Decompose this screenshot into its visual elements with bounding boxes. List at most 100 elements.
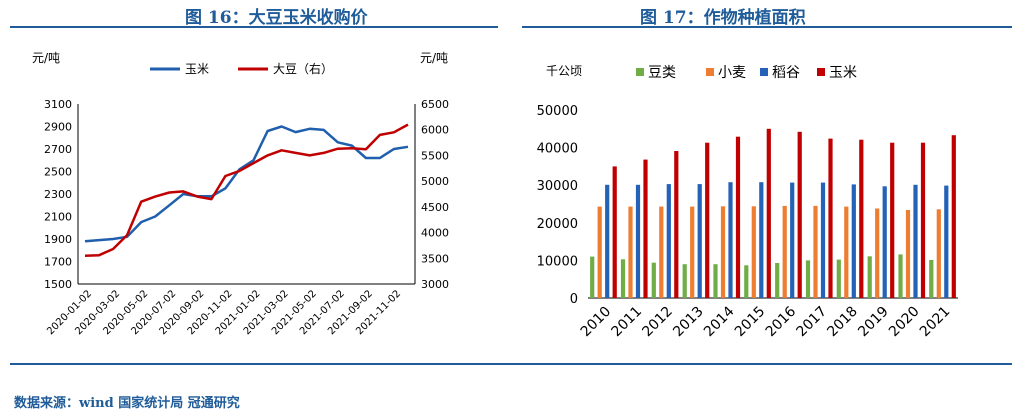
y-tick-label: 30000: [537, 179, 578, 194]
right-y-tick-label: 4500: [421, 201, 449, 214]
area-bar-chart: 千公顷 豆类 小麦 稻谷 玉米 500004000030000200001000002…: [537, 64, 958, 341]
bar-稻谷-2015: [759, 182, 764, 298]
bar-豆类-2011: [620, 259, 626, 298]
y-tick-label: 50000: [537, 104, 578, 119]
right-y-tick-label: 5500: [421, 149, 449, 162]
bar-稻谷-2011: [635, 184, 641, 298]
series-line-corn: [84, 125, 409, 243]
x-tick-label: 2012: [639, 304, 676, 341]
legend-label: 稻谷: [772, 65, 800, 81]
left-chart-title: 图 16：大豆玉米收购价: [185, 8, 368, 28]
bar-玉米-2013: [705, 142, 710, 298]
right-chart-title: 图 17：作物种植面积: [640, 8, 806, 28]
bar-小麦-2016: [782, 205, 787, 298]
left-y-tick-label: 2300: [44, 188, 72, 201]
legend-label: 玉米: [185, 62, 209, 76]
legend-label: 大豆（右）: [273, 61, 333, 76]
bar-小麦-2017: [813, 205, 818, 298]
x-tick-label: 2014: [701, 303, 738, 340]
bar-豆类-2010: [590, 256, 595, 298]
right-y-tick-label: 4000: [421, 227, 449, 240]
bar-小麦-2014: [720, 206, 726, 298]
bar-小麦-2015: [751, 206, 756, 298]
bottom-rule: [10, 363, 1012, 365]
x-tick-label: 2018: [824, 304, 861, 341]
left-y-tick-label: 1900: [44, 233, 72, 246]
bar-玉米-2012: [674, 151, 679, 298]
bar-小麦-2020: [905, 210, 911, 298]
y-tick-label: 20000: [537, 217, 578, 232]
left-y-tick-label: 2900: [44, 121, 72, 134]
bar-豆类-2015: [744, 265, 749, 298]
bar-玉米-2010: [612, 166, 617, 298]
bar-稻谷-2017: [820, 182, 826, 298]
right-y-unit: 元/吨: [420, 51, 448, 65]
line-chart-axes: [77, 104, 416, 285]
bar-豆类-2013: [682, 264, 687, 298]
x-tick-label: 2013: [670, 304, 707, 341]
bar-豆类-2012: [651, 262, 656, 298]
left-y-tick-label: 2700: [44, 143, 72, 156]
bar-玉米-2019: [890, 142, 895, 298]
bar-小麦-2013: [690, 206, 695, 298]
bar-玉米-2018: [859, 139, 864, 298]
left-y-unit: 元/吨: [32, 51, 60, 65]
bar-稻谷-2013: [697, 184, 702, 298]
x-tick-label: 2020: [886, 304, 923, 341]
x-tick-label: 2011: [609, 304, 646, 341]
source-note: 数据来源：wind 国家统计局 冠通研究: [14, 396, 240, 411]
bar-小麦-2010: [597, 206, 602, 298]
x-tick-label: 2015: [732, 304, 769, 341]
top-rule-right: [522, 26, 1012, 28]
bar-稻谷-2010: [605, 184, 610, 298]
bar-y-unit: 千公顷: [546, 64, 582, 78]
line-chart-series: [84, 123, 409, 257]
bar-豆类-2018: [836, 259, 841, 298]
y-tick-label: 40000: [537, 142, 578, 157]
top-rule-left: [10, 26, 498, 28]
bar-玉米-2016: [797, 131, 802, 298]
bar-小麦-2011: [628, 206, 633, 298]
legend-label: 小麦: [718, 65, 746, 81]
bar-稻谷-2020: [913, 184, 918, 298]
y-tick-label: 10000: [537, 254, 578, 269]
bar-豆类-2014: [713, 264, 718, 298]
right-y-tick-label: 6000: [421, 124, 449, 137]
legend-label: 玉米: [829, 65, 857, 81]
left-y-tick-label: 1700: [44, 256, 72, 269]
bar-豆类-2020: [898, 254, 903, 298]
bar-小麦-2018: [844, 206, 849, 298]
left-y-tick-label: 3100: [44, 98, 72, 111]
x-tick-label: 2016: [763, 303, 800, 340]
left-y-tick-label: 1500: [44, 278, 72, 291]
legend-swatch: [817, 68, 825, 76]
bar-稻谷-2021: [944, 185, 949, 298]
legend-swatch: [706, 68, 714, 76]
left-y-tick-label: 2500: [44, 166, 72, 179]
price-line-chart: 元/吨 元/吨 玉米 大豆（右） 3100 2900 2700 2500 2300 2100…: [32, 51, 449, 337]
line-chart-legend: 玉米 大豆（右）: [150, 61, 333, 76]
bar-豆类-2016: [775, 263, 780, 298]
right-y-tick-label: 3500: [421, 252, 449, 265]
bar-chart-legend: 豆类 小麦 稻谷 玉米: [636, 65, 857, 81]
bar-豆类-2019: [867, 256, 872, 298]
right-y-tick-label: 6500: [421, 98, 449, 111]
right-y-tick-label: 3000: [421, 278, 449, 291]
legend-swatch: [636, 68, 644, 76]
y-tick-label: 0: [570, 292, 578, 307]
bar-小麦-2012: [659, 206, 664, 298]
bar-玉米-2017: [828, 138, 833, 298]
bar-玉米-2015: [766, 128, 771, 298]
bar-小麦-2019: [875, 208, 880, 298]
bar-小麦-2021: [936, 209, 941, 298]
bar-稻谷-2019: [882, 186, 887, 298]
bar-玉米-2011: [643, 159, 648, 298]
x-tick-label: 2017: [794, 304, 831, 341]
x-tick-label: 2010: [578, 304, 615, 341]
bar-豆类-2021: [929, 260, 934, 298]
bar-玉米-2020: [920, 142, 926, 298]
bar-玉米-2021: [951, 135, 956, 298]
bar-稻谷-2018: [851, 184, 856, 298]
bar-豆类-2017: [805, 260, 811, 298]
bar-稻谷-2012: [666, 184, 671, 298]
